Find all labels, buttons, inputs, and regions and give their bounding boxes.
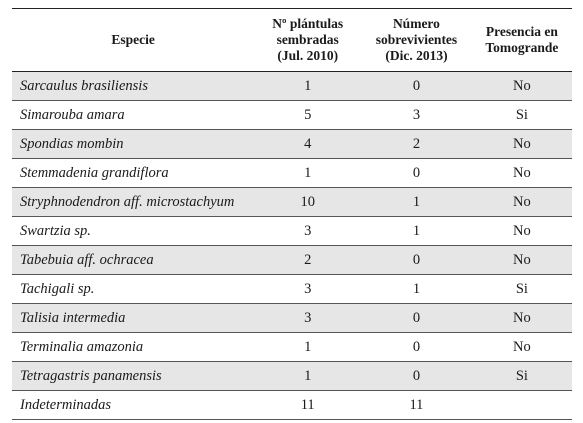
header-presence-line-1: Presencia en [485, 24, 558, 39]
header-row: Especie Nº plántulas sembradas (Jul. 201… [12, 8, 572, 72]
cell-species: Tetragastris panamensis [20, 367, 162, 384]
cell-survivors: 3 [412, 106, 421, 123]
cell-presence: No [513, 222, 531, 239]
cell-presence: Si [515, 280, 528, 297]
table-row: Spondias mombin 4 2 No [12, 129, 572, 159]
cell-survivors: 1 [412, 280, 421, 297]
cell-survivors: 2 [412, 135, 421, 152]
header-survivors-line-2: sobrevivientes [375, 32, 458, 47]
cell-presence: No [513, 338, 531, 355]
cell-survivors: 0 [412, 251, 421, 268]
table-row: Tachigali sp. 3 1 Si [12, 275, 572, 304]
cell-planted: 1 [304, 164, 312, 181]
cell-survivors: 0 [412, 338, 421, 355]
header-planted: Nº plántulas sembradas (Jul. 2010) [254, 8, 362, 72]
table-row: Swartzia sp. 3 1 No [12, 217, 572, 246]
table-row: Tetragastris panamensis 1 0 Si [12, 361, 572, 391]
cell-planted: 1 [304, 338, 312, 355]
header-survivors: Número sobrevivientes (Dic. 2013) [361, 8, 472, 72]
cell-planted: 3 [304, 309, 312, 326]
cell-planted: 2 [304, 251, 312, 268]
cell-presence: No [513, 135, 531, 152]
cell-planted: 4 [304, 135, 312, 152]
table-row: Terminalia amazonia 1 0 No [12, 333, 572, 362]
cell-species: Stemmadenia grandiflora [20, 164, 169, 181]
header-planted-line-3: (Jul. 2010) [277, 48, 339, 63]
cell-survivors: 0 [412, 309, 421, 326]
cell-survivors: 0 [412, 77, 421, 94]
cell-presence: No [513, 251, 531, 268]
table-row: Stryphnodendron aff. microstachyum 10 1 … [12, 187, 572, 217]
cell-species: Tachigali sp. [20, 280, 95, 297]
header-planted-line-1: Nº plántulas [272, 16, 344, 31]
cell-planted: 3 [304, 222, 312, 239]
table-header: Especie Nº plántulas sembradas (Jul. 201… [12, 8, 572, 72]
cell-planted: 5 [304, 106, 312, 123]
header-survivors-line-3: (Dic. 2013) [385, 48, 448, 63]
header-planted-line-2: sembradas [276, 32, 339, 47]
cell-species: Swartzia sp. [20, 222, 91, 239]
cell-species: Spondias mombin [20, 135, 124, 152]
cell-survivors: 0 [412, 367, 421, 384]
cell-species: Talisia intermedia [20, 309, 126, 326]
cell-presence [472, 391, 572, 420]
cell-species: Simarouba amara [20, 106, 125, 123]
table-row: Tabebuia aff. ochracea 2 0 No [12, 245, 572, 275]
cell-planted: 1 [304, 367, 312, 384]
table-body: Sarcaulus brasiliensis 1 0 No Simarouba … [12, 71, 572, 420]
table-row: Indeterminadas 11 11 [12, 391, 572, 420]
header-presence: Presencia en Tomogrande [471, 8, 572, 72]
header-presence-line-2: Tomogrande [485, 40, 559, 55]
table-row: Sarcaulus brasiliensis 1 0 No [12, 71, 572, 101]
header-species: Especie [12, 8, 255, 72]
cell-presence: No [513, 77, 531, 94]
cell-presence: No [513, 193, 531, 210]
cell-species: Stryphnodendron aff. microstachyum [20, 193, 235, 210]
table-row: Simarouba amara 5 3 Si [12, 101, 572, 130]
cell-species: Indeterminadas [20, 396, 112, 413]
header-survivors-line-1: Número [392, 16, 440, 31]
cell-survivors: 1 [412, 193, 421, 210]
cell-planted: 10 [300, 193, 315, 210]
cell-presence: No [513, 309, 531, 326]
cell-survivors: 1 [412, 222, 421, 239]
cell-species: Sarcaulus brasiliensis [20, 77, 148, 94]
cell-planted: 1 [304, 77, 312, 94]
cell-planted: 11 [300, 396, 315, 413]
cell-species: Tabebuia aff. ochracea [20, 251, 154, 268]
cell-survivors: 11 [409, 396, 424, 413]
cell-presence: Si [515, 106, 528, 123]
cell-species: Terminalia amazonia [20, 338, 144, 355]
table-row: Stemmadenia grandiflora 1 0 No [12, 159, 572, 188]
cell-presence: Si [515, 367, 528, 384]
species-table: Especie Nº plántulas sembradas (Jul. 201… [12, 8, 572, 420]
table-row: Talisia intermedia 3 0 No [12, 303, 572, 333]
cell-survivors: 0 [412, 164, 421, 181]
cell-presence: No [513, 164, 531, 181]
cell-planted: 3 [304, 280, 312, 297]
